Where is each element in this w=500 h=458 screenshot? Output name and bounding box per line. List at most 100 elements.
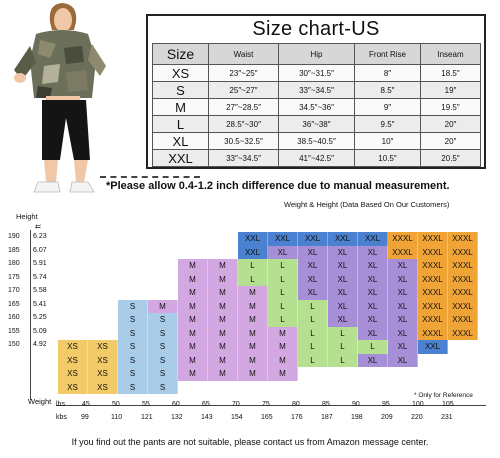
- waist-cell: 23″~25″: [208, 64, 279, 82]
- column-header-waist: Waist: [208, 43, 279, 65]
- size-cell-l: L: [268, 286, 298, 300]
- size-cell-xl: XL: [358, 286, 388, 300]
- size-chart-table: Size Waist Hip Front Rise Inseam XS 23″~…: [152, 43, 481, 167]
- size-cell-xxxl: XXXL: [418, 259, 448, 273]
- front-rise-cell: 10″: [354, 132, 421, 150]
- size-cell: L: [152, 115, 209, 133]
- size-cell: XL: [152, 132, 209, 150]
- front-rise-cell: 10.5″: [354, 149, 421, 167]
- size-cell-xl: XL: [328, 245, 358, 259]
- size-cell: XXL: [152, 149, 209, 167]
- size-cell-xxxl: XXXL: [418, 245, 448, 259]
- size-cell-xs: XS: [58, 367, 88, 381]
- size-chart-panel: Size chart-US Size Waist Hip Front Rise …: [146, 14, 486, 169]
- weight-kbs-tick: 99: [81, 414, 89, 421]
- size-cell-xl: XL: [358, 326, 388, 340]
- weight-axis-line: [56, 405, 486, 406]
- size-cell: M: [152, 98, 209, 116]
- height-ft-tick: 4.92: [33, 341, 47, 348]
- size-cell-xxxl: XXXL: [388, 245, 418, 259]
- height-ft-tick: 5.58: [33, 287, 47, 294]
- size-cell-xl: XL: [358, 353, 388, 367]
- ft-axis-label: ft: [33, 224, 43, 229]
- size-cell-xl: XL: [388, 299, 418, 313]
- table-row: S 25″~27″ 33″~34.5″ 8.5″ 19″: [152, 81, 481, 99]
- size-cell-s: S: [148, 367, 178, 381]
- weight-lbs-tick: 60: [172, 401, 180, 408]
- weight-lbs-tick: 105: [442, 401, 454, 408]
- weight-kbs-tick: 110: [111, 414, 123, 421]
- hip-cell: 30″~31.5″: [278, 64, 355, 82]
- reference-note: * Only for Reference: [414, 392, 473, 399]
- inseam-cell: 18.5″: [420, 64, 481, 82]
- size-cell-xxl: XXL: [238, 232, 268, 246]
- height-cm-tick: 170: [8, 287, 20, 294]
- size-cell-xxxl: XXXL: [448, 232, 478, 246]
- waist-cell: 28.5″~30″: [208, 115, 279, 133]
- size-cell-xs: XS: [88, 353, 118, 367]
- weight-lbs-tick: 85: [322, 401, 330, 408]
- size-cell-s: S: [148, 340, 178, 354]
- inseam-cell: 19″: [420, 81, 481, 99]
- size-cell-s: S: [118, 313, 148, 327]
- table-row: L 28.5″~30″ 36″~38″ 9.5″ 20″: [152, 115, 481, 133]
- size-cell-m: M: [268, 340, 298, 354]
- size-cell-xxxl: XXXL: [448, 259, 478, 273]
- weight-lbs-tick: 55: [142, 401, 150, 408]
- size-cell-s: S: [118, 367, 148, 381]
- size-cell-l: L: [298, 313, 328, 327]
- inseam-cell: 20″: [420, 132, 481, 150]
- model-photo: [0, 0, 140, 196]
- height-cm-tick: 175: [8, 273, 20, 281]
- size-cell-xxl: XXL: [298, 232, 328, 246]
- height-ft-tick: 6.23: [33, 233, 47, 240]
- size-cell-xs: XS: [58, 380, 88, 394]
- size-cell-l: L: [328, 340, 358, 354]
- size-cell-xxxl: XXXL: [418, 272, 448, 286]
- waist-cell: 27″~28.5″: [208, 98, 279, 116]
- weight-axis-label: Weight: [28, 397, 52, 406]
- size-cell-xxl: XXL: [238, 245, 268, 259]
- column-header-size: Size: [152, 43, 209, 65]
- column-header-front-rise: Front Rise: [354, 43, 421, 65]
- size-cell-l: L: [268, 299, 298, 313]
- height-cm-tick: 160: [8, 314, 20, 321]
- size-cell-m: M: [208, 326, 238, 340]
- size-cell-xxxl: XXXL: [448, 245, 478, 259]
- size-cell-m: M: [178, 286, 208, 300]
- size-recommendation-grid: XXL XXL XXL XXL XXL XXXL XXXL XXXL XXL XL XL XL XL XX…: [58, 232, 480, 394]
- size-cell-m: M: [208, 340, 238, 354]
- size-cell-l: L: [268, 272, 298, 286]
- size-cell-m: M: [208, 313, 238, 327]
- height-ft-tick: 5.09: [33, 327, 47, 335]
- size-cell-s: S: [118, 299, 148, 313]
- weight-kbs-tick: 165: [261, 414, 273, 421]
- size-cell-l: L: [298, 299, 328, 313]
- size-cell-xxxl: XXXL: [448, 286, 478, 300]
- size-cell-m: M: [178, 326, 208, 340]
- front-rise-cell: 8.5″: [354, 81, 421, 99]
- size-cell-s: S: [118, 340, 148, 354]
- size-cell-xl: XL: [358, 245, 388, 259]
- size-cell-xxxl: XXXL: [418, 299, 448, 313]
- size-cell-xl: XL: [358, 313, 388, 327]
- size-cell-xxxl: XXXL: [448, 272, 478, 286]
- size-cell-m: M: [208, 286, 238, 300]
- size-cell-xl: XL: [328, 286, 358, 300]
- hip-cell: 33″~34.5″: [278, 81, 355, 99]
- size-cell-xl: XL: [388, 272, 418, 286]
- size-cell-m: M: [208, 353, 238, 367]
- weight-lbs-tick: 100: [412, 401, 424, 408]
- size-cell-m: M: [178, 313, 208, 327]
- size-cell-s: S: [118, 380, 148, 394]
- waist-cell: 30.5~32.5″: [208, 132, 279, 150]
- weight-kbs-tick: 187: [321, 414, 333, 421]
- size-cell-xl: XL: [298, 245, 328, 259]
- size-cell-m: M: [268, 367, 298, 381]
- hip-cell: 38.5~40.5″: [278, 132, 355, 150]
- footer-message: If you find out the pants are not suitab…: [71, 437, 429, 447]
- size-cell-xl: XL: [298, 259, 328, 273]
- size-cell: S: [152, 81, 209, 99]
- size-cell-xl: XL: [388, 353, 418, 367]
- weight-kbs-tick: 231: [441, 414, 453, 421]
